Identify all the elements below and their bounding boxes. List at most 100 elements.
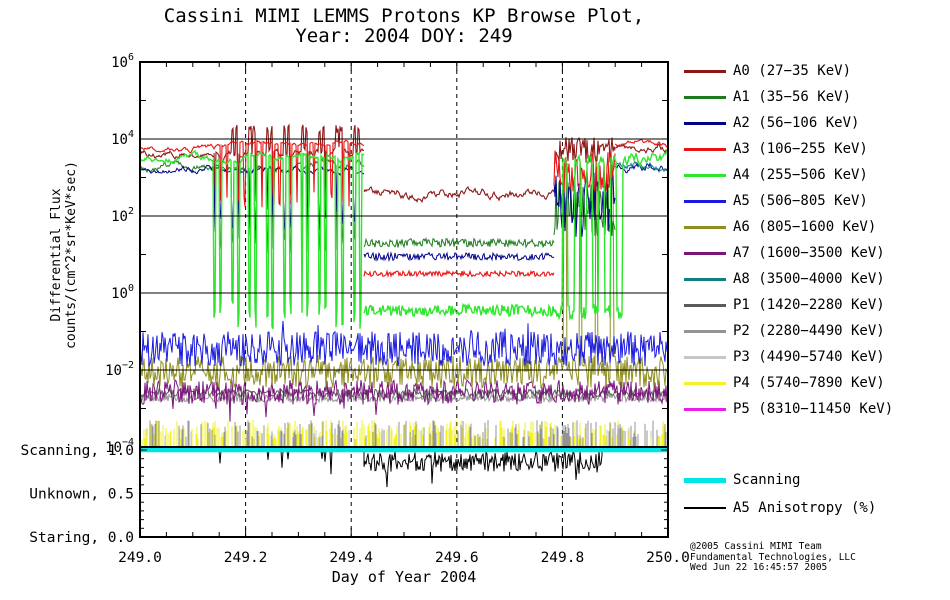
x-tick-label: 249.8	[541, 550, 585, 566]
x-tick-label: 249.0	[118, 550, 162, 566]
legend-item-a4: A4 (255−506 KeV)	[684, 162, 948, 188]
grid-horizontal-solid	[140, 138, 668, 494]
series-A8	[614, 160, 668, 173]
status-panel-series	[140, 447, 668, 488]
legend-line-swatch	[684, 225, 726, 229]
x-tick-label: 250.0	[646, 550, 690, 566]
chart-title-line1: Cassini MIMI LEMMS Protons KP Browse Plo…	[163, 5, 645, 27]
series-A8-trace	[614, 160, 668, 173]
y-tick-label: 106	[111, 52, 134, 71]
legend-line-swatch	[684, 329, 726, 333]
series-A4-trace	[140, 150, 365, 330]
axis-ticks	[139, 62, 669, 538]
series-A7	[140, 378, 668, 422]
panel-borders	[139, 61, 669, 538]
legend-item-p4: P4 (5740−7890 KeV)	[684, 370, 948, 396]
legend-line-swatch	[684, 407, 726, 411]
legend-item-a7: A7 (1600−3500 KeV)	[684, 240, 948, 266]
legend-item-label: A6 (805−1600 KeV)	[733, 219, 877, 235]
series-A0-trace	[213, 123, 365, 202]
legend-item-label: P3 (4490−5740 KeV)	[733, 349, 885, 365]
legend-item-a5: A5 (506−805 KeV)	[684, 188, 948, 214]
legend-item-a6: A6 (805−1600 KeV)	[684, 214, 948, 240]
y-tick-label: 10−2	[105, 360, 134, 379]
legend-item-p2: P2 (2280−4490 KeV)	[684, 318, 948, 344]
series-A0-trace	[553, 136, 616, 165]
status-axis-label: Scanning, 1.0	[21, 443, 135, 459]
chart-title: Cassini MIMI LEMMS Protons KP Browse Plo…	[128, 6, 680, 46]
legend-item-p1: P1 (1420−2280 KeV)	[684, 292, 948, 318]
legend-line-swatch	[684, 303, 726, 307]
legend-item-label: A0 (27−35 KeV)	[733, 63, 852, 79]
legend-item-label: A1 (35−56 KeV)	[733, 89, 852, 105]
series-A0-trace	[614, 142, 668, 155]
legend-line-swatch	[684, 355, 726, 359]
series-A3-trace	[140, 143, 221, 154]
legend-line-swatch	[684, 277, 726, 281]
legend-item-label: A4 (255−506 KeV)	[733, 167, 868, 183]
series-A2-trace	[363, 251, 555, 263]
status-axis-label: Staring, 0.0	[29, 530, 134, 546]
footer-line1: @2005 Cassini MIMI Team	[690, 541, 822, 552]
footer-credit: @2005 Cassini MIMI Team Fundamental Tech…	[690, 541, 856, 574]
legend-item-label: A5 (506−805 KeV)	[733, 193, 868, 209]
y-tick-label: 104	[111, 129, 134, 148]
legend-item-label: A8 (3500−4000 KeV)	[733, 271, 885, 287]
series-A1-trace	[363, 237, 555, 249]
legend-item-label: P1 (1420−2280 KeV)	[733, 297, 885, 313]
chart-title-line2: Year: 2004 DOY: 249	[295, 25, 513, 47]
y-tick-label: 10−4	[105, 437, 134, 456]
legend-line-swatch	[684, 381, 726, 385]
anisotropy-trace	[140, 449, 668, 488]
legend-item-p5: P5 (8310−11450 KeV)	[684, 396, 948, 422]
flux-series	[140, 123, 668, 447]
legend-item-a2: A2 (56−106 KeV)	[684, 110, 948, 136]
legend-item-label: P2 (2280−4490 KeV)	[733, 323, 885, 339]
series-A5	[140, 320, 668, 368]
series-A1	[140, 158, 616, 254]
legend-line-swatch	[684, 147, 726, 151]
x-axis-label: Day of Year 2004	[331, 568, 477, 586]
legend-item-a5-anisotropy: A5 Anisotropy (%)	[684, 495, 876, 521]
series-A3-trace	[219, 139, 365, 209]
series-A4	[140, 147, 668, 330]
x-tick-label: 249.6	[435, 550, 479, 566]
series-A4-trace	[555, 153, 629, 321]
series-A4-trace	[627, 147, 668, 169]
y-tick-label: 100	[111, 283, 134, 302]
status-axis-label: Unknown, 0.5	[29, 487, 134, 503]
series-A5-trace	[140, 320, 668, 368]
series-A2-trace	[614, 161, 668, 174]
series-P2-spikes	[140, 420, 667, 447]
series-A0-trace	[140, 149, 215, 160]
legend-item-label: Scanning	[733, 472, 801, 488]
legend-item-label: P5 (8310−11450 KeV)	[733, 401, 894, 417]
legend-line-swatch	[684, 173, 726, 177]
footer-line2: Fundamental Technologies, LLC	[690, 551, 856, 563]
x-tick-labels: 249.0 249.2 249.4 249.6 249.8 250.0	[118, 550, 690, 566]
y-tick-label: 102	[111, 206, 134, 225]
legend-line-swatch	[684, 95, 726, 99]
legend-line-swatch	[684, 477, 726, 483]
legend-item-label: P4 (5740−7890 KeV)	[733, 375, 885, 391]
series-P4-spikes	[141, 420, 668, 447]
legend-line-swatch	[684, 251, 726, 255]
legend-line-swatch	[684, 199, 726, 203]
series-A4-trace	[363, 302, 557, 319]
grid-vertical-dashed	[245, 62, 563, 537]
x-tick-label: 249.4	[329, 550, 373, 566]
legend-line-swatch	[684, 69, 726, 73]
footer-line3: Wed Jun 22 16:45:57 2005	[690, 562, 828, 573]
series-P4	[141, 420, 668, 447]
legend-item-p3: P3 (4490−5740 KeV)	[684, 344, 948, 370]
legend-item-label: A2 (56−106 KeV)	[733, 115, 860, 131]
y-tick-labels: 106 104 102 100 10−2 10−4	[105, 52, 134, 456]
legend-line-swatch	[684, 121, 726, 125]
status-axis-labels: Scanning, 1.0 Unknown, 0.5 Staring, 0.0	[21, 443, 135, 546]
legend-item-a8: A8 (3500−4000 KeV)	[684, 266, 948, 292]
x-tick-label: 249.2	[224, 550, 268, 566]
legend-item-a3: A3 (106−255 KeV)	[684, 136, 948, 162]
legend-item-label: A5 Anisotropy (%)	[733, 500, 877, 516]
